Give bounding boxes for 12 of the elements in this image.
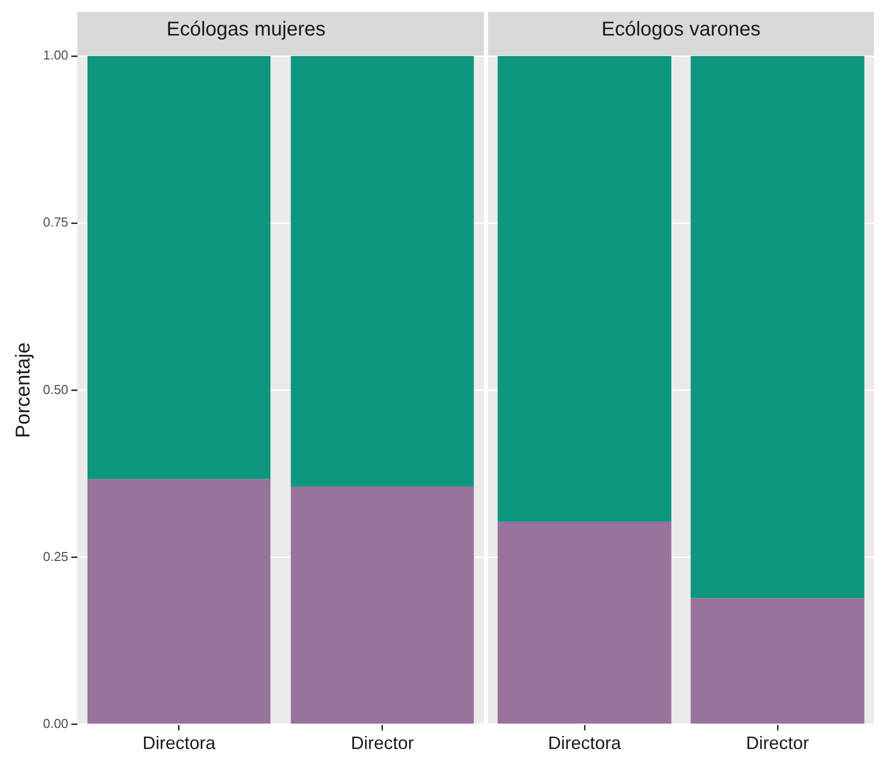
y-tick-label: 0.75 [42,214,68,230]
x-tick-label: Directora [548,733,622,754]
x-tick-label: Director [746,733,810,754]
chart-title: Ecólogas mujeres [166,18,326,41]
y-axis-title: Porcentaje [12,342,35,438]
y-tick-label: 0.00 [42,716,68,731]
y-tick-label: 0.25 [42,548,68,564]
y-tick-label: 0.50 [42,382,68,397]
y-tick-label: 1.00 [42,48,68,63]
x-tick-label: Director [350,733,414,754]
x-tick-label: Directora [142,733,216,754]
chart-title: Ecólogos varones [602,18,760,41]
